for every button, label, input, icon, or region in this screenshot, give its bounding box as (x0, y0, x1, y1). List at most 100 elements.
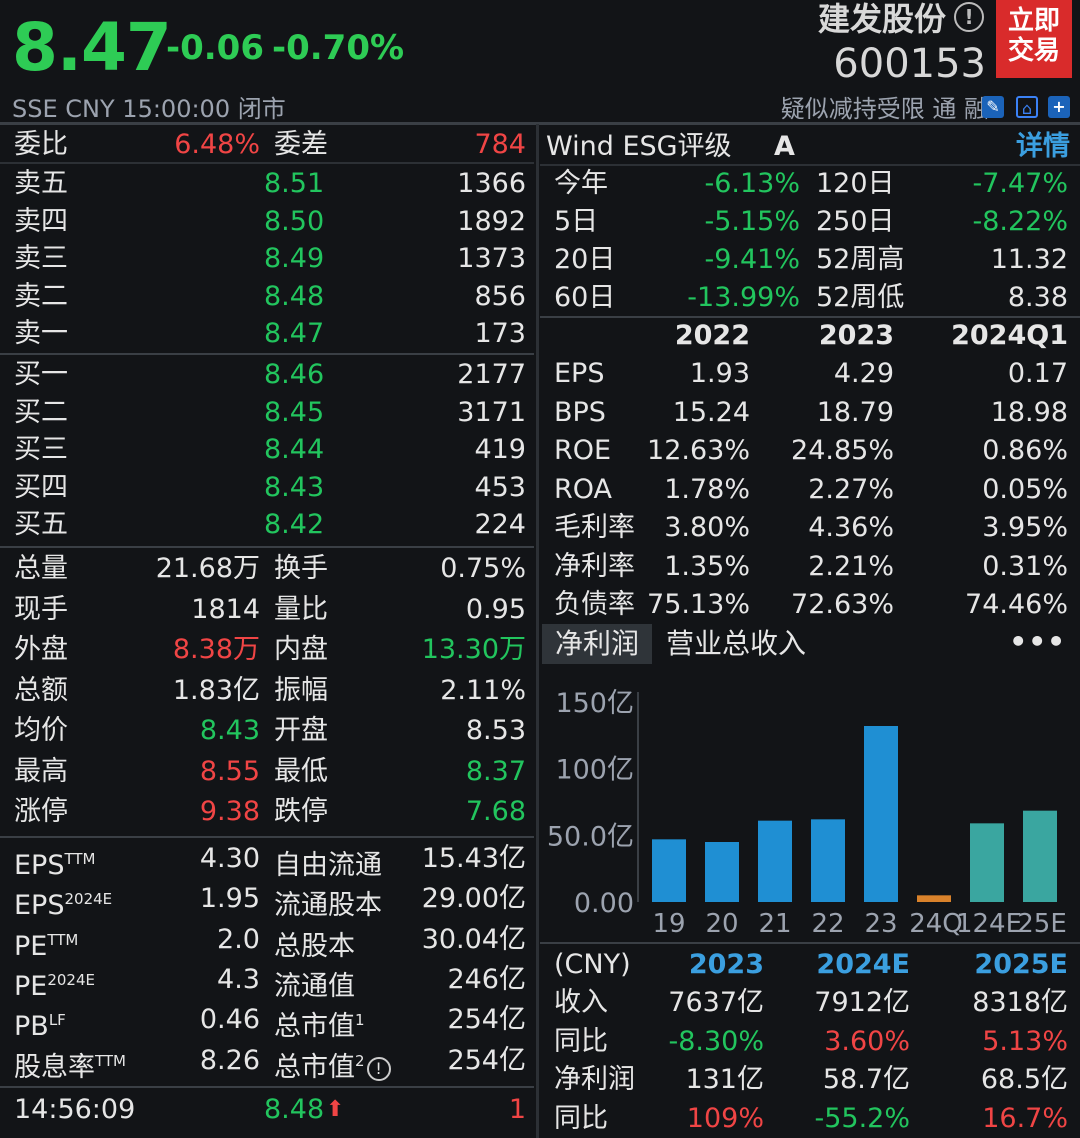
valuation-value: 254亿 (447, 1004, 526, 1036)
valuation-value: 2.0 (217, 923, 260, 955)
financials-value: 15.24 (672, 396, 750, 428)
perf-label: 今年 (554, 168, 608, 199)
valuation-label: PBLF (14, 1002, 66, 1045)
forecast-value: 7912亿 (814, 987, 910, 1018)
y-tick-label: 50.0亿 (547, 821, 634, 852)
financials-value: 3.80% (664, 512, 750, 543)
more-icon[interactable]: ••• (1009, 625, 1066, 658)
book-row: 买三 8.44 419 (0, 432, 526, 468)
financials-value: 18.79 (816, 396, 894, 428)
stat-label: 换手 (274, 553, 328, 584)
valuation-value: 8.26 (199, 1044, 260, 1076)
chart-tabs: 净利润 营业总收入 ••• (542, 624, 1080, 666)
x-tick-label: 124E (956, 909, 1022, 939)
financials-row: 净利率 1.35% 2.21% 0.31% (554, 548, 1070, 586)
stock-tags: 疑似减持受限 通 融 (780, 95, 988, 123)
valuation-label-suffix: TTM (47, 930, 79, 949)
valuation-label: 流通值 (274, 962, 355, 1005)
forecast-header: (CNY) 2023 2024E 2025E (554, 946, 1070, 984)
book-row: 卖四 8.50 1892 (0, 204, 526, 240)
book-price: 8.42 (264, 509, 325, 540)
book-volume: 3171 (457, 396, 526, 428)
info-icon[interactable]: ! (954, 2, 984, 32)
perf-label: 120日 (816, 168, 895, 199)
bar-22 (811, 819, 845, 902)
stat-value: 9.38 (199, 796, 260, 827)
valuation-label: 总市值1 (274, 1002, 365, 1045)
trade-button-line2: 交易 (1007, 36, 1060, 66)
valuation-label-text: 股息率 (14, 1051, 95, 1083)
stat-value: 7.68 (465, 796, 526, 827)
stat-label: 现手 (14, 593, 68, 625)
tab-net-profit[interactable]: 净利润 (542, 624, 652, 664)
x-tick-label: 24Q (909, 909, 963, 939)
forecast-label: 净利润 (554, 1064, 635, 1095)
stats-row: 总额 1.83亿 振幅 2.11% (0, 673, 526, 709)
exchange: SSE (12, 95, 58, 123)
financials-label: 净利率 (554, 550, 635, 582)
financials-value: 1.93 (689, 358, 750, 389)
perf-value: 11.32 (990, 244, 1068, 275)
stat-label: 最高 (14, 755, 68, 787)
valuation-value: 30.04亿 (421, 923, 526, 955)
book-row: 买五 8.42 224 (0, 507, 526, 543)
book-volume: 1373 (457, 243, 526, 274)
bar-25E (1023, 810, 1057, 902)
book-price: 8.50 (264, 205, 325, 237)
stat-value: 1814 (191, 593, 260, 625)
financials-value: 72.63% (791, 589, 894, 620)
forecast-value: 3.60% (824, 1025, 910, 1057)
financials-value: 2.21% (808, 550, 894, 582)
stat-label: 内盘 (274, 634, 328, 665)
valuation-label: 总市值2! (274, 1043, 391, 1086)
book-level-label: 卖五 (14, 168, 68, 199)
x-tick-label: 23 (864, 909, 897, 939)
perf-label: 60日 (554, 282, 616, 313)
tab-revenue[interactable]: 营业总收入 (666, 627, 807, 660)
x-tick-label: 20 (705, 909, 738, 939)
forecast-value: 8318亿 (972, 987, 1068, 1018)
bar-19 (652, 839, 686, 902)
pencil-icon[interactable]: ✎ (982, 96, 1004, 118)
up-arrow-icon: ⬆ (326, 1097, 345, 1122)
forecast-year: 2023 (688, 949, 764, 980)
stats-row: 现手 1814 量比 0.95 (0, 592, 526, 628)
valuation-label-text: 流通值 (274, 970, 355, 1002)
tick-volume: 1 (508, 1094, 526, 1125)
perf-value: -6.13% (704, 168, 800, 199)
book-price: 8.44 (264, 434, 325, 465)
add-watchlist-icon[interactable]: + (1048, 96, 1070, 118)
alert-bell-icon[interactable]: ⌂ (1016, 96, 1038, 118)
book-price: 8.46 (264, 359, 325, 390)
stats-row: 涨停 9.38 跌停 7.68 (0, 794, 526, 830)
financials-value: 24.85% (791, 435, 894, 466)
perf-label: 52周低 (816, 282, 905, 313)
valuation-value: 254亿 (447, 1044, 526, 1076)
esg-detail-link[interactable]: 详情 (1016, 131, 1070, 162)
valuation-label: 自由流通 (274, 841, 382, 884)
info-icon[interactable]: ! (366, 1056, 391, 1081)
valuation-row: PE2024E 4.3 流通值 246亿 (0, 962, 526, 1002)
financials-year: 2022 (674, 320, 750, 351)
weibi-label: 委比 (14, 129, 68, 160)
stat-value: 2.11% (440, 674, 526, 706)
financials-value: 0.31% (982, 550, 1068, 582)
financials-label: 毛利率 (554, 512, 635, 543)
perf-label: 5日 (554, 206, 599, 237)
valuation-label-text: EPS (14, 850, 65, 881)
book-row: 卖二 8.48 856 (0, 279, 526, 315)
valuation-label-suffix: 2024E (47, 970, 95, 989)
valuation-row: PBLF 0.46 总市值1 254亿 (0, 1002, 526, 1042)
stat-value: 8.53 (465, 715, 526, 746)
forecast-row: 同比 109% -55.2% 16.7% (554, 1100, 1070, 1138)
stats-row: 外盘 8.38万 内盘 13.30万 (0, 632, 526, 668)
stat-label: 外盘 (14, 634, 68, 665)
financials-value: 4.29 (833, 358, 894, 389)
weibi-row: 委比 6.48% 委差 784 (0, 127, 526, 163)
trade-button[interactable]: 立即 交易 (996, 0, 1072, 78)
valuation-label: PE2024E (14, 962, 95, 1005)
financials-label: 负债率 (554, 589, 635, 620)
forecast-value: 68.5亿 (980, 1064, 1068, 1095)
x-tick-label: 25E (1017, 909, 1067, 939)
valuation-label: 流通股本 (274, 881, 382, 924)
